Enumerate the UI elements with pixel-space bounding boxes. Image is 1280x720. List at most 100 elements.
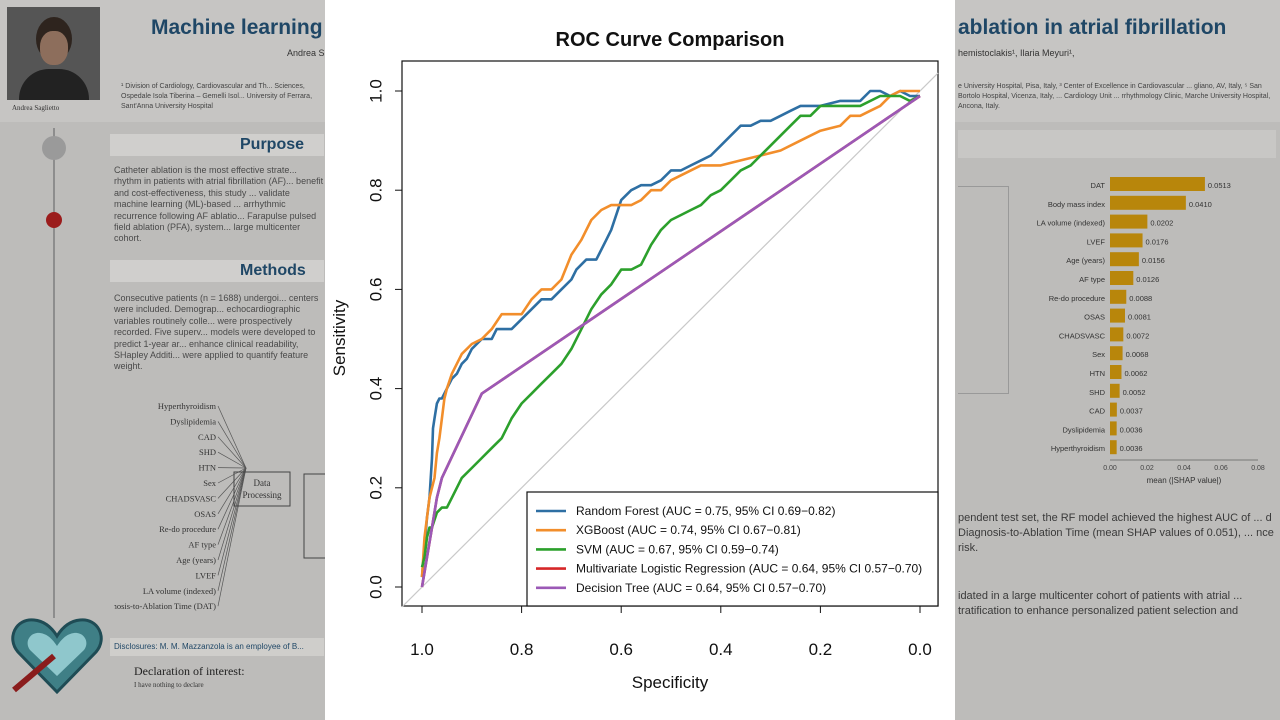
legend-entry: Multivariate Logistic Regression (AUC = … bbox=[576, 562, 922, 576]
shap-bar bbox=[1110, 327, 1124, 342]
diagram-processing-label: Processing bbox=[243, 490, 282, 500]
shap-bar bbox=[1110, 402, 1117, 417]
y-tick-label: 0.2 bbox=[366, 476, 385, 500]
diagram-processing-box bbox=[233, 471, 291, 507]
shap-value-label: 0.0072 bbox=[1126, 331, 1149, 340]
series-group bbox=[420, 89, 921, 588]
declaration-text: I have nothing to declare bbox=[134, 681, 204, 689]
diagram-feature-label: Sex bbox=[203, 478, 217, 488]
diagram-arrow bbox=[217, 451, 247, 469]
mini-roc-plot bbox=[958, 186, 1009, 394]
reference-diagonal bbox=[401, 72, 939, 608]
diagram-arrow bbox=[217, 467, 247, 545]
shap-feature-label: Age (years) bbox=[1066, 256, 1105, 265]
diagram-arrow bbox=[217, 467, 247, 484]
roc-chart-panel: ROC Curve Comparison 0.0 0.2 0.4 0.6 0.8 1.0 … bbox=[325, 0, 955, 720]
legend: Random Forest (AUC = 0.75, 95% CI 0.69−0… bbox=[526, 491, 939, 607]
x-tick-label: 0.6 bbox=[609, 640, 633, 659]
shap-feature-label: CHADSVASC bbox=[1059, 331, 1106, 340]
shap-bar bbox=[1110, 289, 1127, 304]
shap-value-label: 0.0062 bbox=[1124, 369, 1147, 378]
shap-bar bbox=[1110, 346, 1123, 361]
shap-value-label: 0.0052 bbox=[1123, 388, 1146, 397]
x-tick-label: 0.4 bbox=[709, 640, 733, 659]
poster-authors-right: hemistoclakis¹, Ilaria Meyuri¹, bbox=[958, 48, 1075, 58]
shap-value-label: 0.0513 bbox=[1208, 181, 1231, 190]
shap-x-tick-label: 0.00 bbox=[1103, 465, 1117, 472]
photo-caption: Andrea Saglietto bbox=[12, 104, 60, 112]
poster-affiliations-left: ¹ Division of Cardiology, Cardiovascular… bbox=[121, 83, 313, 110]
shap-bar bbox=[1110, 440, 1117, 455]
diagram-arrow bbox=[217, 467, 247, 499]
timeline-dot bbox=[42, 136, 66, 160]
shap-feature-label: DAT bbox=[1091, 181, 1106, 190]
poster-affiliations-right: e University Hospital, Pisa, Italy, ³ Ce… bbox=[958, 83, 1271, 110]
poster-title-left: Machine learning bbox=[151, 16, 323, 39]
timeline-dot-active bbox=[46, 212, 62, 228]
results-text-2: idated in a large multicenter cohort of … bbox=[958, 590, 1243, 617]
diagram-feature-label: OSAS bbox=[194, 509, 216, 519]
heart-logo-icon bbox=[11, 618, 103, 695]
declaration-heading: Declaration of interest: bbox=[134, 664, 245, 678]
shap-feature-label: CAD bbox=[1089, 407, 1105, 416]
shap-feature-label: Sex bbox=[1092, 350, 1105, 359]
diagram-arrow bbox=[217, 467, 247, 576]
shap-value-label: 0.0176 bbox=[1146, 237, 1169, 246]
diagram-feature-label: CAD bbox=[198, 432, 216, 442]
legend-entry: Random Forest (AUC = 0.75, 95% CI 0.69−0… bbox=[576, 504, 835, 518]
shap-value-label: 0.0068 bbox=[1126, 350, 1149, 359]
y-tick-label: 0.0 bbox=[366, 575, 385, 599]
shap-feature-label: AF type bbox=[1079, 275, 1105, 284]
diagram-feature-label: Hyperthyroidism bbox=[158, 401, 216, 411]
shap-bar bbox=[1110, 214, 1148, 229]
x-tick-label: 1.0 bbox=[410, 640, 434, 659]
shap-bar bbox=[1110, 421, 1117, 436]
shap-feature-label: LVEF bbox=[1087, 237, 1106, 246]
features-diagram: Hyperthyroidism Dyslipidemia CAD SHD HTN Sex C… bbox=[114, 401, 326, 611]
x-tick-label: 0.8 bbox=[510, 640, 534, 659]
diagram-model-box bbox=[303, 473, 326, 559]
shap-value-label: 0.0410 bbox=[1189, 200, 1212, 209]
poster-title-right: ablation in atrial fibrillation bbox=[958, 16, 1227, 39]
shap-value-label: 0.0037 bbox=[1120, 407, 1143, 416]
y-tick-label: 0.6 bbox=[366, 278, 385, 302]
shap-x-tick-label: 0.04 bbox=[1177, 465, 1191, 472]
diagram-feature-label: AF type bbox=[188, 540, 216, 550]
shap-bar bbox=[1110, 308, 1125, 323]
roc-series-line bbox=[420, 89, 920, 578]
shap-x-tick-label: 0.02 bbox=[1140, 465, 1154, 472]
legend-entry: XGBoost (AUC = 0.74, 95% CI 0.67−0.81) bbox=[576, 523, 801, 537]
shap-feature-label: Re-do procedure bbox=[1049, 294, 1105, 303]
shap-x-tick-label: 0.08 bbox=[1251, 465, 1265, 472]
y-tick-label: 0.4 bbox=[366, 377, 385, 401]
diagram-arrow bbox=[217, 467, 247, 607]
shap-bar bbox=[1110, 252, 1139, 267]
shap-value-label: 0.0081 bbox=[1128, 313, 1151, 322]
results-heading-band bbox=[958, 130, 1276, 158]
shap-x-tick-label: 0.06 bbox=[1214, 465, 1228, 472]
methods-heading: Methods bbox=[110, 260, 324, 282]
diagram-processing-label: Data bbox=[254, 478, 271, 488]
diagram-feature-label: CHADSVASC bbox=[166, 493, 217, 503]
shap-x-axis-label: mean (|SHAP value|) bbox=[1147, 476, 1222, 485]
shap-value-label: 0.0156 bbox=[1142, 256, 1165, 265]
chart-title: ROC Curve Comparison bbox=[556, 29, 785, 51]
diagram-feature-label: LA volume (indexed) bbox=[143, 586, 216, 596]
shap-bar bbox=[1110, 195, 1186, 210]
diagram-arrow bbox=[217, 467, 247, 591]
x-axis: 1.0 0.8 0.6 0.4 0.2 0.0 bbox=[410, 606, 932, 659]
shap-feature-label: HTN bbox=[1090, 369, 1105, 378]
shap-feature-label: Body mass index bbox=[1048, 200, 1105, 209]
diagram-feature-label: Diagnosis-to-Ablation Time (DAT) bbox=[114, 601, 216, 611]
legend-box bbox=[526, 491, 939, 607]
x-tick-label: 0.0 bbox=[908, 640, 932, 659]
shap-feature-label: SHD bbox=[1089, 388, 1105, 397]
results-text-1: pendent test set, the RF model achieved … bbox=[958, 512, 1274, 554]
diagram-arrow bbox=[217, 467, 247, 561]
shap-bar bbox=[1110, 271, 1134, 285]
shap-feature-label: Hyperthyroidism bbox=[1051, 444, 1105, 453]
reference-line-group bbox=[401, 72, 939, 608]
diagram-arrow bbox=[217, 467, 247, 514]
purpose-heading: Purpose bbox=[110, 134, 324, 156]
diagram-feature-label: Age (years) bbox=[176, 555, 216, 565]
